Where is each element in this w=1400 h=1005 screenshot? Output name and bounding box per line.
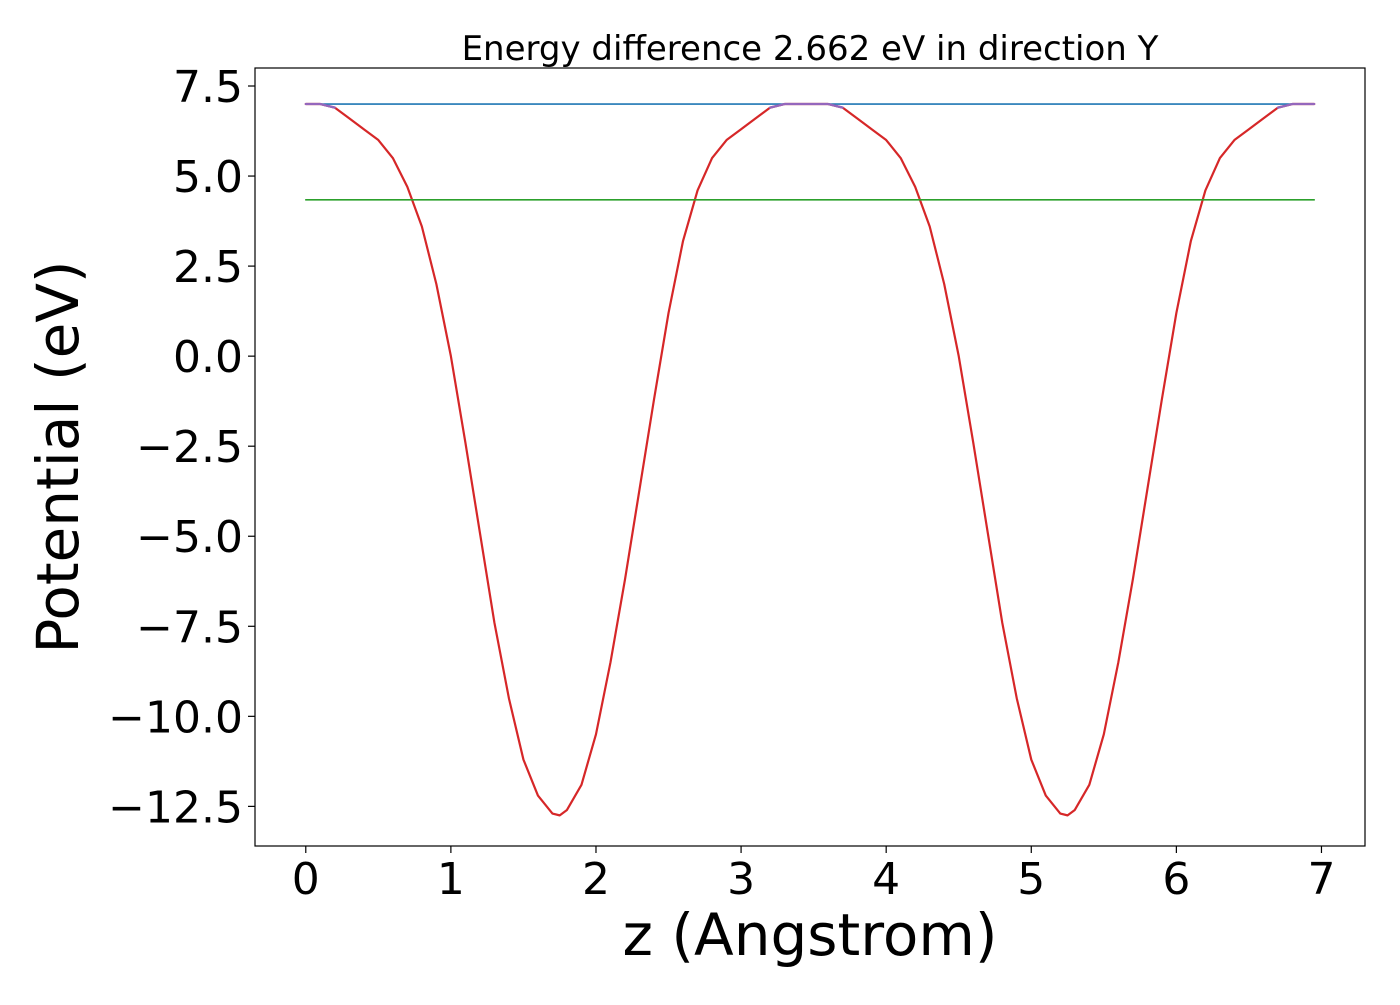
y-tick-label: −5.0 xyxy=(136,512,243,563)
y-tick-label: −2.5 xyxy=(136,422,243,473)
upper-level-overlay xyxy=(304,102,336,109)
upper-level-overlay xyxy=(768,102,844,109)
x-tick-label: 2 xyxy=(582,854,610,905)
y-tick-label: 5.0 xyxy=(173,152,243,203)
x-tick-label: 0 xyxy=(292,854,320,905)
x-axis-ticks: 0 1 2 3 4 5 6 7 xyxy=(292,846,1335,905)
y-tick-label: −10.0 xyxy=(108,692,243,743)
y-axis-title: Potential (eV) xyxy=(24,260,92,653)
plot-lines xyxy=(304,102,1316,817)
x-tick-label: 6 xyxy=(1162,854,1190,905)
x-tick-label: 7 xyxy=(1307,854,1335,905)
x-tick-label: 4 xyxy=(872,854,900,905)
y-tick-label: −7.5 xyxy=(136,602,243,653)
y-tick-label: 2.5 xyxy=(173,242,243,293)
plot-area-frame xyxy=(254,67,1366,847)
x-axis-title: z (Angstrom) xyxy=(623,901,998,969)
potential-curve xyxy=(304,102,1316,817)
x-tick-label: 5 xyxy=(1017,854,1045,905)
y-tick-label: −12.5 xyxy=(108,782,243,833)
y-tick-label: 7.5 xyxy=(173,62,243,113)
upper-level-overlay xyxy=(1276,102,1316,109)
chart-title: Energy difference 2.662 eV in direction … xyxy=(462,29,1159,69)
y-axis-ticks: 7.5 5.0 2.5 0.0 −2.5 −5.0 −7.5 −10.0 −12.5 xyxy=(108,62,255,833)
x-tick-label: 1 xyxy=(437,854,465,905)
x-tick-label: 3 xyxy=(727,854,755,905)
y-tick-label: 0.0 xyxy=(173,332,243,383)
